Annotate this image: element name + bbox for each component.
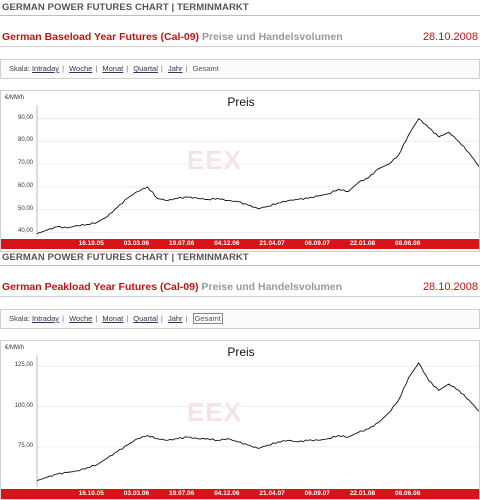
x-axis-bar: 16.10.05 03.03.06 19.07.06 04.12.06 21.04.07… xyxy=(1,239,479,249)
price-chart: EEX €/MWh Preis 16.10.05 03.03.06 19.07.06… xyxy=(0,340,480,500)
x-tick-label: 08.06.08 xyxy=(395,490,421,497)
x-tick-label: 16.10.05 xyxy=(78,490,104,497)
section-header: GERMAN POWER FUTURES CHART | TERMINMARKT xyxy=(0,0,480,16)
x-tick-label: 04.12.06 xyxy=(214,490,240,497)
scale-row: Skala: Intraday | Woche | Monat | Quartal | … xyxy=(9,64,219,73)
price-line-plot xyxy=(36,355,479,487)
scale-gesamt-selected[interactable]: Gesamt xyxy=(192,64,219,73)
y-tick-label: 40,00 xyxy=(17,228,33,235)
scale-quartal-link[interactable]: Quartal xyxy=(133,64,158,73)
scale-selector: Skala: Intraday | Woche | Monat | Quartal | … xyxy=(0,59,480,79)
y-unit-label: €/MWh xyxy=(5,345,25,351)
chart-title: German Baseload Year Futures (Cal-09) Pr… xyxy=(2,31,343,43)
scale-gesamt-selected[interactable]: Gesamt xyxy=(192,313,223,324)
x-tick-label: 06.09.07 xyxy=(304,490,330,497)
scale-label: Skala: xyxy=(9,314,30,323)
scale-intraday-link[interactable]: Intraday xyxy=(31,64,60,73)
y-tick-label: 70,00 xyxy=(17,160,33,167)
y-tick-label: 60,00 xyxy=(17,182,33,189)
y-tick-label: 50,00 xyxy=(17,205,33,212)
x-tick-label: 21.04.07 xyxy=(259,240,285,247)
x-tick-label: 03.03.06 xyxy=(123,490,150,497)
scale-jahr-link[interactable]: Jahr xyxy=(167,314,183,323)
scale-label: Skala: xyxy=(9,64,30,73)
eex-watermark: EEX xyxy=(187,145,243,175)
x-axis-bar: 16.10.05 03.03.06 19.07.06 04.12.06 21.04.07… xyxy=(1,489,479,499)
scale-intraday-link[interactable]: Intraday xyxy=(31,314,60,323)
price-line-plot xyxy=(36,105,479,237)
x-tick-label: 06.09.07 xyxy=(304,240,330,247)
chart-subtitle: Preise und Handelsvolumen xyxy=(201,31,343,43)
chart-date: 28.10.2008 xyxy=(422,31,478,43)
scale-woche-link[interactable]: Woche xyxy=(69,314,93,323)
x-tick-label: 19.07.06 xyxy=(168,490,195,497)
chart-title-text: German Baseload Year Futures (Cal-09) xyxy=(2,31,200,43)
scale-selector: Skala: Intraday | Woche | Monat | Quartal | … xyxy=(0,309,480,329)
y-tick-label: 80,00 xyxy=(17,137,33,144)
price-chart: EEX €/MWh Preis 16.10.05 03.03.06 19.07.06… xyxy=(0,90,480,252)
section-header: GERMAN POWER FUTURES CHART | TERMINMARKT xyxy=(0,250,480,266)
scale-monat-link[interactable]: Monat xyxy=(102,314,124,323)
scale-quartal-link[interactable]: Quartal xyxy=(133,314,158,323)
x-tick-label: 04.12.06 xyxy=(214,240,240,247)
y-tick-label: 90,00 xyxy=(17,114,33,121)
title-row: German Peakload Year Futures (Cal-09) Pr… xyxy=(0,281,480,295)
x-tick-label: 21.04.07 xyxy=(259,490,285,497)
x-tick-label: 19.07.06 xyxy=(168,240,195,247)
x-tick-label: 22.01.08 xyxy=(349,490,376,497)
x-tick-label: 22.01.08 xyxy=(349,240,376,247)
x-tick-label: 16.10.05 xyxy=(78,240,104,247)
title-divider xyxy=(0,296,480,297)
chart-label: Preis xyxy=(227,95,255,109)
chart-date: 28.10.2008 xyxy=(422,281,478,293)
chart-title-text: German Peakload Year Futures (Cal-09) xyxy=(2,281,199,293)
baseload-panel: GERMAN POWER FUTURES CHART | TERMINMARKT… xyxy=(0,0,480,252)
y-tick-label: 125,00 xyxy=(14,362,33,369)
y-tick-label: 100,00 xyxy=(14,402,33,409)
x-tick-label: 03.03.06 xyxy=(123,240,150,247)
peakload-panel: GERMAN POWER FUTURES CHART | TERMINMARKT… xyxy=(0,250,480,500)
price-series-line xyxy=(36,362,479,482)
scale-jahr-link[interactable]: Jahr xyxy=(167,64,183,73)
chart-title: German Peakload Year Futures (Cal-09) Pr… xyxy=(2,281,342,293)
scale-row: Skala: Intraday | Woche | Monat | Quartal | … xyxy=(9,313,223,324)
y-tick-label: 75,00 xyxy=(17,442,33,449)
chart-subtitle: Preise und Handelsvolumen xyxy=(201,281,343,293)
scale-monat-link[interactable]: Monat xyxy=(102,64,124,73)
chart-label: Preis xyxy=(227,345,255,359)
price-series-line xyxy=(36,118,479,235)
eex-watermark: EEX xyxy=(187,397,243,427)
x-tick-label: 08.06.08 xyxy=(395,240,421,247)
y-unit-label: €/MWh xyxy=(5,95,25,101)
title-row: German Baseload Year Futures (Cal-09) Pr… xyxy=(0,31,480,45)
scale-woche-link[interactable]: Woche xyxy=(69,64,93,73)
title-divider xyxy=(0,46,480,47)
